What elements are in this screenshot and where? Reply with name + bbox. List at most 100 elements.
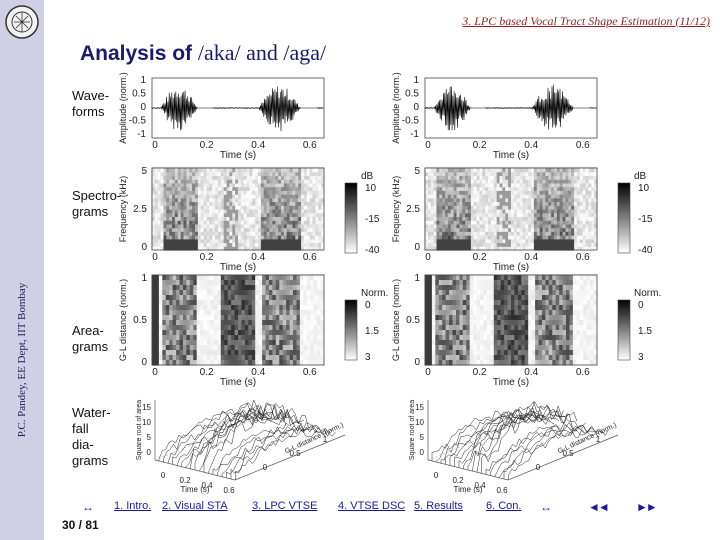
waterfall-ytick: 0.5 xyxy=(289,449,301,458)
nav-next-button[interactable]: ►► xyxy=(636,500,658,514)
waveform-ytick: 0 xyxy=(413,102,419,113)
waterfall-ytick: 0 xyxy=(536,463,541,472)
areagram-xtick: 0 xyxy=(425,367,431,378)
spectrogram-ytick: 0 xyxy=(141,242,147,253)
nav-back-button[interactable]: ↔ xyxy=(82,500,94,514)
waveform-xtick: 0 xyxy=(425,140,431,151)
waterfall-ztick: 0 xyxy=(420,448,425,457)
nav-link-3[interactable]: 3. LPC VTSE xyxy=(252,500,318,512)
spectrogram-xtick: 0.4 xyxy=(524,252,538,263)
spectrogram-panel-1 xyxy=(151,167,325,251)
nav-previous-button[interactable]: ◄◄ xyxy=(588,500,610,514)
spectrogram-colorbar-title: dB xyxy=(361,171,374,182)
spectrogram-xlabel: Time (s) xyxy=(220,262,256,273)
waterfall-xtick: 0.4 xyxy=(201,481,213,490)
spectrogram-ytick: 5 xyxy=(414,166,420,177)
institute-logo-icon xyxy=(5,5,39,39)
areagram-xtick: 0.6 xyxy=(576,367,590,378)
areagram-ytick: 1 xyxy=(414,273,420,284)
nav-link-6[interactable]: 6. Con. xyxy=(486,500,522,512)
nav-link-2[interactable]: 2. Visual STA xyxy=(162,500,228,512)
nav-link-4[interactable]: 4. VTSE DSC xyxy=(338,500,406,512)
areagram-xtick: 0.4 xyxy=(251,367,265,378)
spectrogram-colorbar-2 xyxy=(617,182,631,254)
nav-link-1[interactable]: 1. Intro. xyxy=(114,500,152,512)
spectrogram-xtick: 0.2 xyxy=(200,252,214,263)
waveform-xtick: 0.6 xyxy=(576,140,590,151)
areagram-ytick: 0 xyxy=(141,357,147,368)
spectrogram-xtick: 0.4 xyxy=(251,252,265,263)
waveform-xtick: 0.4 xyxy=(524,140,538,151)
waveform-trace-2 xyxy=(424,84,597,131)
spectrogram-colorbar-title: dB xyxy=(634,171,647,182)
waterfall-ztick: 10 xyxy=(142,418,151,427)
page-title-rest: /aka/ and /aga/ xyxy=(197,40,327,65)
waterfall-panel-1 xyxy=(154,399,346,481)
areagram-panel-2 xyxy=(424,274,598,366)
waterfall-ztick: 0 xyxy=(147,448,152,457)
waterfall-ztick: 10 xyxy=(415,418,424,427)
spectrogram-colorbar-tick: -40 xyxy=(638,245,653,256)
waveform-ytick: 0 xyxy=(140,102,146,113)
waveform-ytick: 0.5 xyxy=(405,89,419,100)
waterfall-xtick: 0.4 xyxy=(474,481,486,490)
sidebar: P.C. Pandey, EE Dept, IIT Bombay xyxy=(0,0,44,540)
spectrogram-xtick: 0 xyxy=(152,252,158,263)
areagram-xtick: 0.4 xyxy=(524,367,538,378)
waterfall-ztick: 5 xyxy=(420,433,425,442)
areagram-xtick: 0 xyxy=(152,367,158,378)
spectrogram-xlabel: Time (s) xyxy=(493,262,529,273)
spectrogram-colorbar-tick: 10 xyxy=(365,183,377,194)
spectrogram-ylabel: Frequency (kHz) xyxy=(118,176,128,243)
section-title: 3. LPC based Vocal Tract Shape Estimatio… xyxy=(462,14,710,28)
spectrogram-xtick: 0.6 xyxy=(303,252,317,263)
waveform-xlabel: Time (s) xyxy=(220,150,256,161)
waterfall-xtick: 0.2 xyxy=(179,476,191,485)
areagram-colorbar-tick: 3 xyxy=(638,352,644,363)
areagram-xtick: 0.2 xyxy=(200,367,214,378)
spectrogram-xtick: 0.2 xyxy=(473,252,487,263)
waterfall-xtick: 0 xyxy=(161,471,166,480)
areagram-xtick: 0.2 xyxy=(473,367,487,378)
row-label-waveforms: Wave- forms xyxy=(72,88,110,119)
waveform-xtick: 0.2 xyxy=(200,140,214,151)
row-label-waterfall: Water- fall dia- grams xyxy=(72,405,111,468)
waterfall-ytick: 1 xyxy=(596,435,601,444)
areagram-colorbar-tick: 3 xyxy=(365,352,371,363)
areagram-ylabel: G-L distance (norm.) xyxy=(391,279,401,361)
areagram-colorbar-tick: 1.5 xyxy=(638,326,652,337)
waterfall-xtick: 0 xyxy=(434,471,439,480)
page-title: Analysis of /aka/ and /aga/ xyxy=(80,40,326,66)
areagram-xlabel: Time (s) xyxy=(493,377,529,388)
row-label-areagrams: Area- grams xyxy=(72,323,109,354)
waveform-xtick: 0.4 xyxy=(251,140,265,151)
waveform-xtick: 0 xyxy=(152,140,158,151)
waterfall-ztick: 15 xyxy=(415,403,424,412)
waterfall-ytick: 0.5 xyxy=(562,449,574,458)
spectrogram-ytick: 2.5 xyxy=(406,204,420,215)
areagram-ylabel: G-L distance (norm.) xyxy=(118,279,128,361)
areagram-colorbar-2 xyxy=(617,299,631,361)
nav-link-5[interactable]: 5. Results xyxy=(414,500,463,512)
spectrogram-xtick: 0 xyxy=(425,252,431,263)
spectrogram-colorbar-1 xyxy=(344,182,358,254)
areagram-colorbar-title: Norm. xyxy=(634,288,661,299)
waterfall-zlabel: Square root of area xyxy=(136,400,143,460)
waveform-ylabel: Amplitude (norm.) xyxy=(118,72,128,144)
areagram-panel-1 xyxy=(151,274,325,366)
waveform-ytick: 0.5 xyxy=(132,89,146,100)
areagram-colorbar-tick: 0 xyxy=(638,300,644,311)
waterfall-ztick: 15 xyxy=(142,403,151,412)
waterfall-xtick: 0.2 xyxy=(452,476,464,485)
waveform-ytick: -1 xyxy=(137,129,146,140)
areagram-ytick: 1 xyxy=(141,273,147,284)
page-number: 30 / 81 xyxy=(62,518,99,532)
waveform-xtick: 0.2 xyxy=(473,140,487,151)
areagram-ytick: 0.5 xyxy=(133,315,147,326)
spectrogram-colorbar-tick: -15 xyxy=(365,214,380,225)
spectrogram-ytick: 2.5 xyxy=(133,204,147,215)
nav-forward-button[interactable]: ↔ xyxy=(540,500,552,514)
waveform-xlabel: Time (s) xyxy=(493,150,529,161)
spectrogram-colorbar-tick: -40 xyxy=(365,245,380,256)
